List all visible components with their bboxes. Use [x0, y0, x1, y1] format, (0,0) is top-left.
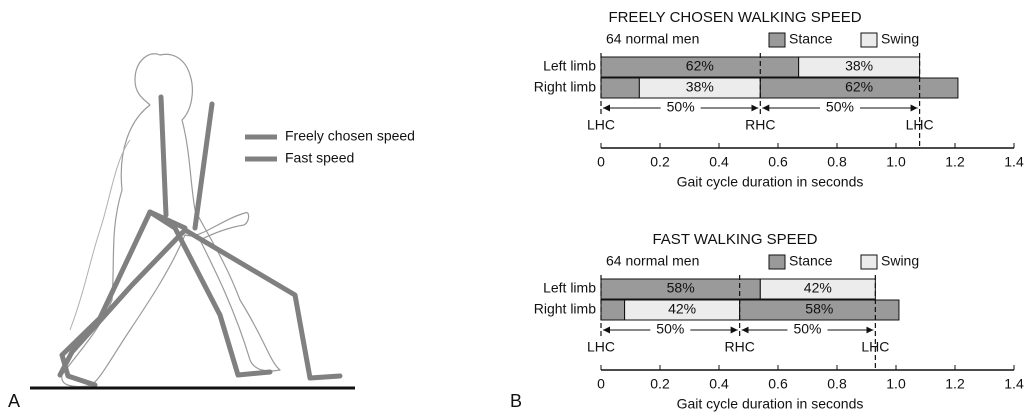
x-tick-label: 1.4 [1004, 154, 1024, 170]
segment-label: 42% [668, 301, 696, 317]
x-tick-label: 1.0 [886, 154, 906, 170]
panel-label: B [510, 391, 522, 411]
segment-label: 58% [805, 301, 833, 317]
chart-title: FREELY CHOSEN WALKING SPEED [608, 9, 861, 26]
span-label-bg [660, 100, 701, 116]
span-label-bg [650, 322, 691, 338]
chart-title: FAST WALKING SPEED [652, 231, 817, 248]
span-label-bg [819, 100, 860, 116]
legend-swatch [860, 254, 878, 270]
legend-label: Stance [789, 31, 833, 47]
span-label-bg [787, 322, 828, 338]
row-label: Right limb [534, 79, 596, 95]
x-tick-label: 0.4 [709, 376, 729, 392]
span-label: 50% [656, 321, 684, 337]
segment-label: 38% [845, 58, 873, 74]
row-label: Left limb [543, 280, 596, 296]
x-tick-label: 0.6 [768, 154, 788, 170]
row-label: Left limb [543, 58, 596, 74]
bar-segment [759, 278, 876, 300]
event-label: RHC [724, 339, 754, 355]
segment-label: 58% [667, 280, 695, 296]
x-axis-label: Gait cycle duration in seconds [677, 174, 864, 190]
legend-swatch [768, 254, 786, 270]
legend-label: Swing [881, 253, 919, 269]
bar-segment [600, 299, 626, 321]
walking-illustration [30, 53, 355, 390]
x-tick-label: 0.4 [709, 154, 729, 170]
span-label: 50% [826, 99, 854, 115]
span-label: 50% [667, 99, 695, 115]
span-label: 50% [793, 321, 821, 337]
x-tick-label: 1.2 [945, 376, 965, 392]
legend-label: Fast speed [285, 150, 354, 166]
legend-label: Swing [881, 31, 919, 47]
x-tick-label: 0.6 [768, 376, 788, 392]
segment-label: 38% [686, 79, 714, 95]
legend-label: Freely chosen speed [285, 128, 415, 144]
event-label: RHC [745, 117, 775, 133]
x-axis-label: Gait cycle duration in seconds [677, 396, 864, 412]
event-label: LHC [906, 117, 934, 133]
segment-label: 62% [845, 79, 873, 95]
row-label: Right limb [534, 301, 596, 317]
chart-subtitle: 64 normal men [606, 253, 699, 269]
x-tick-label: 0.2 [650, 154, 670, 170]
x-tick-label: 1.2 [945, 154, 965, 170]
x-tick-label: 1.4 [1004, 376, 1024, 392]
bar-segment [600, 77, 640, 99]
chart-subtitle: 64 normal men [606, 31, 699, 47]
x-tick-label: 1.0 [886, 376, 906, 392]
x-tick-label: 0 [597, 376, 605, 392]
event-label: LHC [861, 339, 889, 355]
legend-label: Stance [789, 253, 833, 269]
segment-label: 62% [686, 58, 714, 74]
x-tick-label: 0.8 [827, 376, 847, 392]
event-label: LHC [587, 339, 615, 355]
x-tick-label: 0.8 [827, 154, 847, 170]
legend-swatch [768, 32, 786, 48]
legend-swatch [860, 32, 878, 48]
x-tick-label: 0 [597, 154, 605, 170]
panel-label: A [8, 391, 20, 411]
bar-segment [798, 56, 921, 78]
event-label: LHC [587, 117, 615, 133]
segment-label: 42% [804, 280, 832, 296]
x-tick-label: 0.2 [650, 376, 670, 392]
